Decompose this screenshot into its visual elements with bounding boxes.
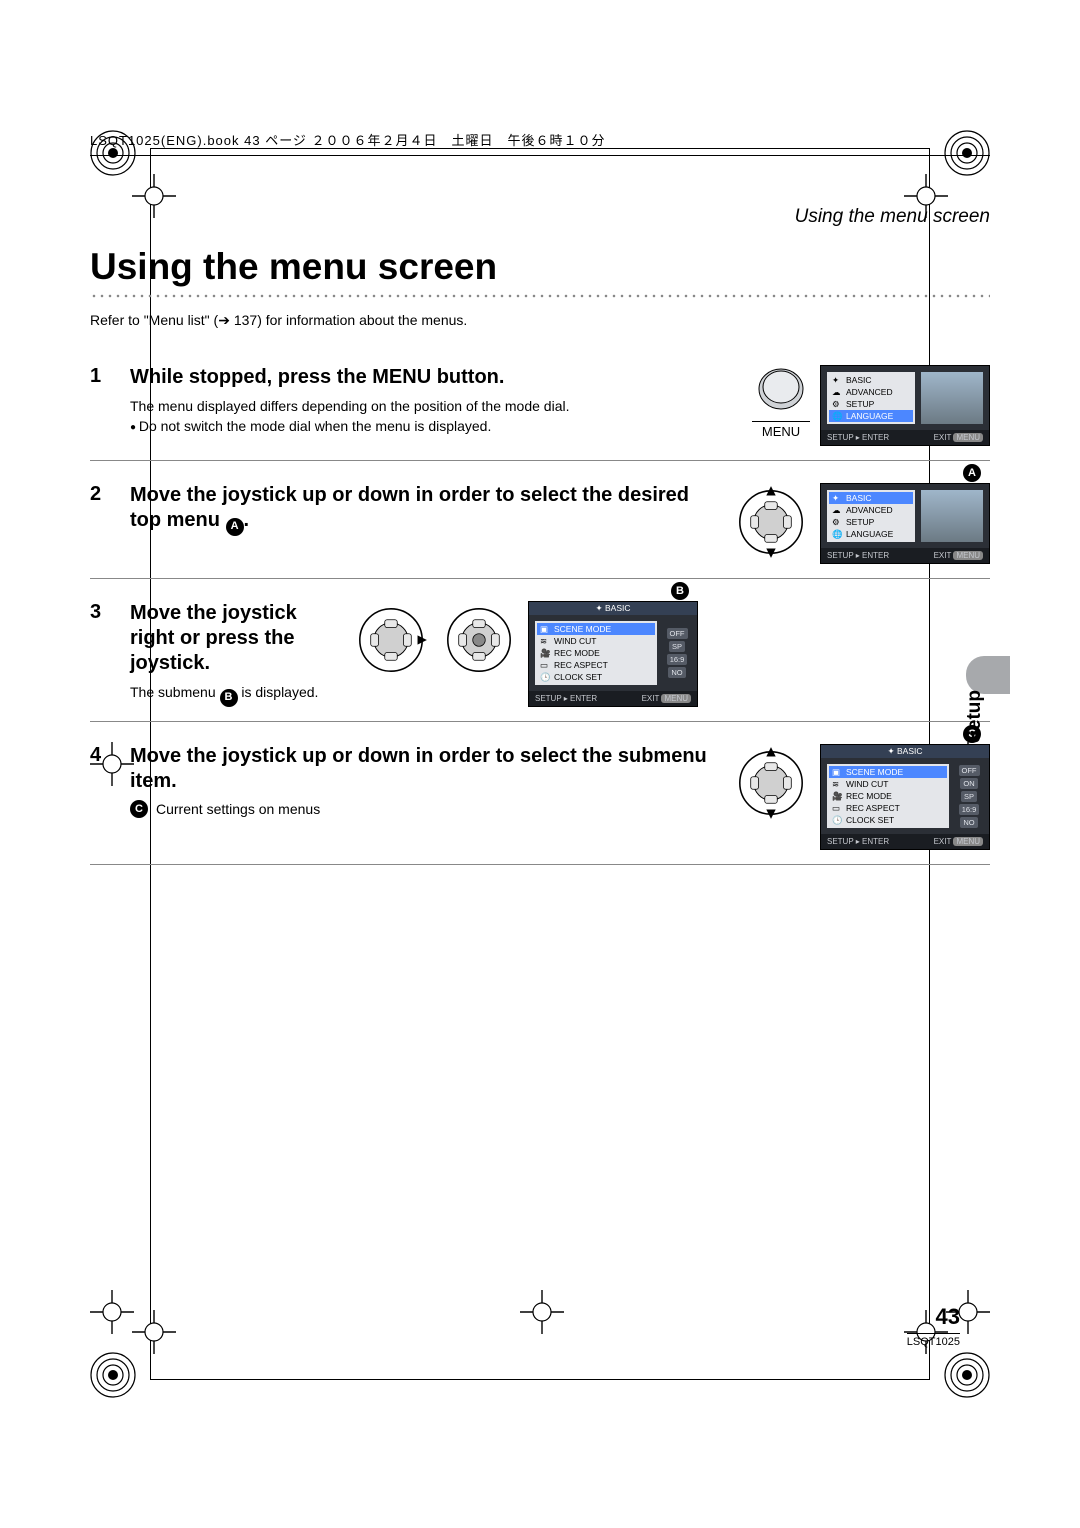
- bar-label: MENU: [953, 551, 983, 560]
- submenu-title: BASIC: [605, 603, 631, 613]
- submenu-val: NO: [960, 817, 977, 828]
- bar-label: EXIT: [642, 694, 660, 703]
- intro-text: Refer to "Menu list" (➔ 137) for informa…: [90, 312, 990, 329]
- intro-post: ) for information about the menus.: [257, 312, 467, 328]
- bar-label: ENTER: [862, 837, 889, 846]
- page-number-value: 43: [936, 1304, 960, 1329]
- submenu-item: WIND CUT: [554, 636, 597, 646]
- menu-item: BASIC: [846, 375, 872, 385]
- step-headline: Move the joystick up or down in order to…: [130, 744, 710, 794]
- doc-code: LSQT1025: [907, 1333, 960, 1348]
- step-number: 3: [90, 601, 108, 624]
- breadcrumb: Using the menu screen: [90, 206, 990, 228]
- menu-item: SETUP: [846, 517, 874, 527]
- bar-label: MENU: [661, 694, 691, 703]
- submenu-val: 16:9: [667, 654, 688, 665]
- bar-label: SETUP: [827, 551, 854, 560]
- body-part: The submenu: [130, 684, 220, 700]
- step-headline: While stopped, press the MENU button.: [130, 365, 730, 390]
- step-number: 2: [90, 483, 108, 506]
- menu-item: BASIC: [846, 493, 872, 503]
- bar-label: MENU: [953, 837, 983, 846]
- note-text: Current settings on menus: [156, 801, 320, 817]
- tag-b-icon: B: [220, 689, 238, 707]
- step-1: 1 While stopped, press the MENU button. …: [90, 355, 990, 461]
- submenu-val: OFF: [667, 628, 688, 639]
- dotted-divider: [90, 288, 990, 302]
- submenu-item: REC ASPECT: [554, 660, 608, 670]
- step-number: 1: [90, 365, 108, 388]
- step-body: The submenu B is displayed.: [130, 682, 330, 707]
- bar-label: ENTER: [862, 433, 889, 442]
- menu-screen-b: A ✦BASIC ☁ADVANCED ⚙SETUP 🌐LANGUAGE SETU…: [820, 483, 990, 564]
- tag-a-label: A: [963, 464, 981, 482]
- joystick-press-icon: [440, 601, 518, 679]
- submenu-item: WIND CUT: [846, 779, 889, 789]
- submenu-val: OFF: [959, 765, 980, 776]
- submenu-val: 16:9: [959, 804, 980, 815]
- submenu-screen-c: C ✦ BASIC ▣SCENE MODE ≋WIND CUT 🎥REC MOD…: [820, 744, 990, 850]
- headline-part: .: [244, 509, 250, 531]
- submenu-screen-b: B ✦ BASIC ▣SCENE MODE ≋WIND CUT 🎥REC MOD…: [528, 601, 698, 707]
- bar-label: EXIT: [934, 551, 952, 560]
- intro-ref: 137: [234, 312, 257, 328]
- submenu-item: REC MODE: [846, 791, 892, 801]
- bar-label: EXIT: [934, 433, 952, 442]
- tag-a-icon: A: [226, 518, 244, 536]
- side-tab-bg: [966, 656, 1010, 694]
- step-headline: Move the joystick up or down in order to…: [130, 483, 710, 536]
- submenu-item: REC ASPECT: [846, 803, 900, 813]
- submenu-val: SP: [961, 791, 977, 802]
- body-part: is displayed.: [238, 684, 319, 700]
- submenu-val: SP: [669, 641, 685, 652]
- submenu-item: SCENE MODE: [554, 624, 611, 634]
- side-tab: Setup: [964, 690, 986, 743]
- bar-label: ENTER: [862, 551, 889, 560]
- step-note: C Current settings on menus: [130, 800, 710, 818]
- bar-label: MENU: [953, 433, 983, 442]
- submenu-val: NO: [668, 667, 685, 678]
- joystick-right-icon: [352, 601, 430, 679]
- menu-screen-a: ✦BASIC ☁ADVANCED ⚙SETUP 🌐LANGUAGE SETUP …: [820, 365, 990, 446]
- source-header: LSQT1025(ENG).book 43 ページ ２００６年２月４日 土曜日 …: [90, 130, 990, 156]
- menu-button-icon: [752, 365, 810, 419]
- menu-item: LANGUAGE: [846, 529, 893, 539]
- step-number: 4: [90, 744, 108, 767]
- bar-label: EXIT: [934, 837, 952, 846]
- step-bullet: Do not switch the mode dial when the men…: [130, 416, 730, 436]
- submenu-item: CLOCK SET: [554, 672, 602, 682]
- step-headline: Move the joystick right or press the joy…: [130, 601, 330, 676]
- submenu-title: BASIC: [897, 746, 923, 756]
- submenu-item: SCENE MODE: [846, 767, 903, 777]
- step-3: 3 Move the joystick right or press the j…: [90, 591, 990, 722]
- submenu-item: CLOCK SET: [846, 815, 894, 825]
- arrow-icon: ➔: [218, 312, 230, 328]
- page-number: 43 LSQT1025: [907, 1304, 960, 1348]
- bar-label: SETUP: [827, 837, 854, 846]
- intro-pre: Refer to "Menu list" (: [90, 312, 218, 328]
- bar-label: SETUP: [827, 433, 854, 442]
- joystick-updown-icon: [732, 744, 810, 822]
- menu-button-label: MENU: [752, 421, 810, 439]
- menu-item: ADVANCED: [846, 387, 893, 397]
- bar-label: ENTER: [570, 694, 597, 703]
- menu-item: SETUP: [846, 399, 874, 409]
- joystick-updown-icon: [732, 483, 810, 561]
- submenu-val: ON: [960, 778, 977, 789]
- menu-item: ADVANCED: [846, 505, 893, 515]
- step-4: 4 Move the joystick up or down in order …: [90, 734, 990, 865]
- tag-c-icon: C: [130, 800, 148, 818]
- submenu-item: REC MODE: [554, 648, 600, 658]
- tag-b-label: B: [671, 582, 689, 600]
- headline-part: Move the joystick up or down in order to…: [130, 484, 689, 531]
- menu-item: LANGUAGE: [846, 411, 893, 421]
- step-2: 2 Move the joystick up or down in order …: [90, 473, 990, 579]
- step-body: The menu displayed differs depending on …: [130, 396, 730, 416]
- page-title: Using the menu screen: [90, 246, 990, 288]
- bar-label: SETUP: [535, 694, 562, 703]
